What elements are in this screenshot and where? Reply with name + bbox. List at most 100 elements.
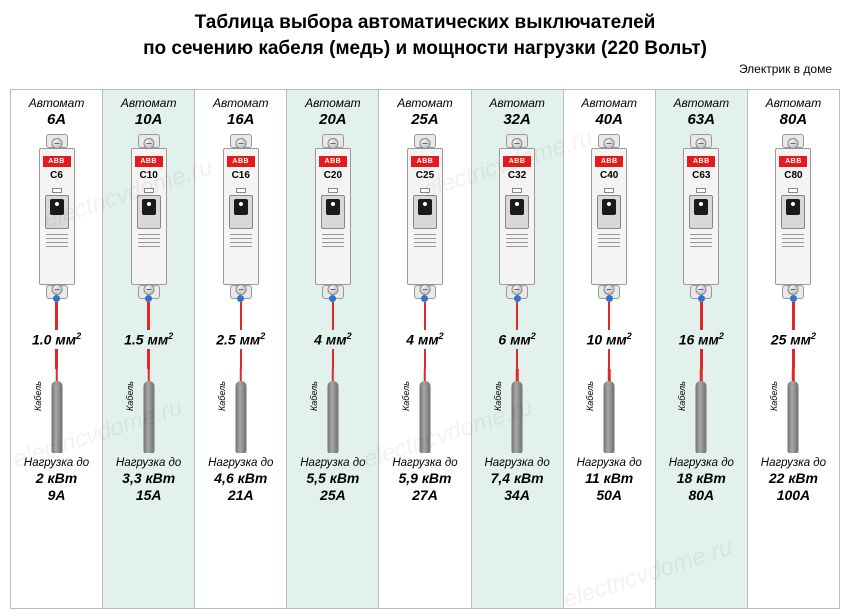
- cable-label: Кабель: [217, 381, 227, 411]
- connection-dot-icon: [606, 295, 613, 302]
- load-kw: 5,5 кВт: [306, 470, 359, 486]
- load-amps: 100А: [777, 487, 810, 503]
- title-line-1: Таблица выбора автоматических выключател…: [0, 10, 850, 36]
- breaker-brand: ABB: [503, 156, 531, 167]
- load-label: Нагрузка до: [24, 457, 89, 469]
- cable-icon: Кабель: [221, 369, 261, 453]
- cable-label: Кабель: [33, 381, 43, 411]
- wire-icon: [608, 302, 611, 330]
- wire-icon: [516, 302, 519, 330]
- load-label: Нагрузка до: [300, 457, 365, 469]
- load-kw: 3,3 кВт: [122, 470, 175, 486]
- load-amps: 21А: [228, 487, 254, 503]
- breaker-column: Автомат 10А ABB C10 1.5 мм2 Кабель Нагру…: [103, 90, 195, 608]
- breaker-column: Автомат 80А ABB C80 25 мм2 Кабель Нагруз…: [748, 90, 839, 608]
- wire-icon: [240, 349, 243, 369]
- breaker-code: C40: [595, 170, 623, 181]
- connection-dot-icon: [421, 295, 428, 302]
- breaker-column: Автомат 25А ABB C25 4 мм2 Кабель Нагрузк…: [379, 90, 471, 608]
- cable-section: 10 мм2: [587, 331, 632, 348]
- cable-label: Кабель: [769, 381, 779, 411]
- avtomat-label: Автомат: [674, 96, 730, 110]
- load-amps: 80А: [688, 487, 714, 503]
- cable-label: Кабель: [401, 381, 411, 411]
- wire-icon: [424, 302, 427, 330]
- breaker-column: Автомат 63А ABB C63 16 мм2 Кабель Нагруз…: [656, 90, 748, 608]
- load-kw: 11 кВт: [585, 470, 633, 486]
- breaker-code: C63: [687, 170, 715, 181]
- cable-icon: Кабель: [313, 369, 353, 453]
- breaker-amps: 32А: [503, 111, 531, 128]
- wire-icon: [147, 349, 150, 369]
- load-kw: 22 кВт: [769, 470, 818, 486]
- load-kw: 2 кВт: [36, 470, 77, 486]
- load-label: Нагрузка до: [208, 457, 273, 469]
- load-label: Нагрузка до: [577, 457, 642, 469]
- breaker-icon: ABB C20: [310, 134, 356, 299]
- breaker-column: Автомат 6А ABB C6 1.0 мм2 Кабель Нагрузк…: [11, 90, 103, 608]
- load-kw: 18 кВт: [677, 470, 726, 486]
- load-label: Нагрузка до: [669, 457, 734, 469]
- breaker-amps: 16А: [227, 111, 255, 128]
- cable-section: 6 мм2: [498, 331, 535, 348]
- breaker-column: Автомат 40А ABB C40 10 мм2 Кабель Нагруз…: [564, 90, 656, 608]
- breaker-brand: ABB: [687, 156, 715, 167]
- breaker-brand: ABB: [43, 156, 71, 167]
- avtomat-label: Автомат: [397, 96, 453, 110]
- avtomat-label: Автомат: [121, 96, 177, 110]
- avtomat-label: Автомат: [305, 96, 361, 110]
- breaker-table: Автомат 6А ABB C6 1.0 мм2 Кабель Нагрузк…: [10, 89, 840, 609]
- connection-dot-icon: [53, 295, 60, 302]
- title-line-2: по сечению кабеля (медь) и мощности нагр…: [0, 36, 850, 62]
- breaker-code: C25: [411, 170, 439, 181]
- wire-icon: [608, 349, 611, 369]
- breaker-code: C10: [135, 170, 163, 181]
- breaker-amps: 10А: [135, 111, 163, 128]
- breaker-brand: ABB: [411, 156, 439, 167]
- load-amps: 9А: [48, 487, 66, 503]
- breaker-column: Автомат 16А ABB C16 2.5 мм2 Кабель Нагру…: [195, 90, 287, 608]
- breaker-code: C20: [319, 170, 347, 181]
- breaker-brand: ABB: [779, 156, 807, 167]
- load-kw: 4,6 кВт: [214, 470, 267, 486]
- avtomat-label: Автомат: [213, 96, 269, 110]
- cable-icon: Кабель: [681, 369, 721, 453]
- cable-icon: Кабель: [405, 369, 445, 453]
- avtomat-label: Автомат: [29, 96, 85, 110]
- cable-label: Кабель: [493, 381, 503, 411]
- breaker-amps: 6А: [47, 111, 66, 128]
- cable-label: Кабель: [677, 381, 687, 411]
- breaker-icon: ABB C32: [494, 134, 540, 299]
- avtomat-label: Автомат: [489, 96, 545, 110]
- breaker-brand: ABB: [135, 156, 163, 167]
- breaker-icon: ABB C80: [770, 134, 816, 299]
- breaker-column: Автомат 20А ABB C20 4 мм2 Кабель Нагрузк…: [287, 90, 379, 608]
- breaker-icon: ABB C6: [34, 134, 80, 299]
- load-label: Нагрузка до: [484, 457, 549, 469]
- breaker-amps: 20А: [319, 111, 347, 128]
- breaker-icon: ABB C40: [586, 134, 632, 299]
- wire-icon: [240, 302, 243, 330]
- cable-label: Кабель: [125, 381, 135, 411]
- connection-dot-icon: [698, 295, 705, 302]
- cable-icon: Кабель: [37, 369, 77, 453]
- breaker-brand: ABB: [319, 156, 347, 167]
- breaker-icon: ABB C10: [126, 134, 172, 299]
- breaker-code: C80: [779, 170, 807, 181]
- connection-dot-icon: [329, 295, 336, 302]
- cable-section: 25 мм2: [771, 331, 816, 348]
- breaker-amps: 63А: [688, 111, 716, 128]
- load-label: Нагрузка до: [761, 457, 826, 469]
- wire-icon: [516, 349, 519, 369]
- brand-label: Электрик в доме: [739, 62, 832, 76]
- connection-dot-icon: [237, 295, 244, 302]
- wire-icon: [147, 302, 150, 330]
- breaker-column: Автомат 32А ABB C32 6 мм2 Кабель Нагрузк…: [472, 90, 564, 608]
- cable-section: 16 мм2: [679, 331, 724, 348]
- cable-section: 4 мм2: [406, 331, 443, 348]
- breaker-amps: 40А: [595, 111, 623, 128]
- cable-section: 1.0 мм2: [32, 331, 81, 348]
- wire-icon: [332, 302, 335, 330]
- breaker-code: C16: [227, 170, 255, 181]
- load-label: Нагрузка до: [392, 457, 457, 469]
